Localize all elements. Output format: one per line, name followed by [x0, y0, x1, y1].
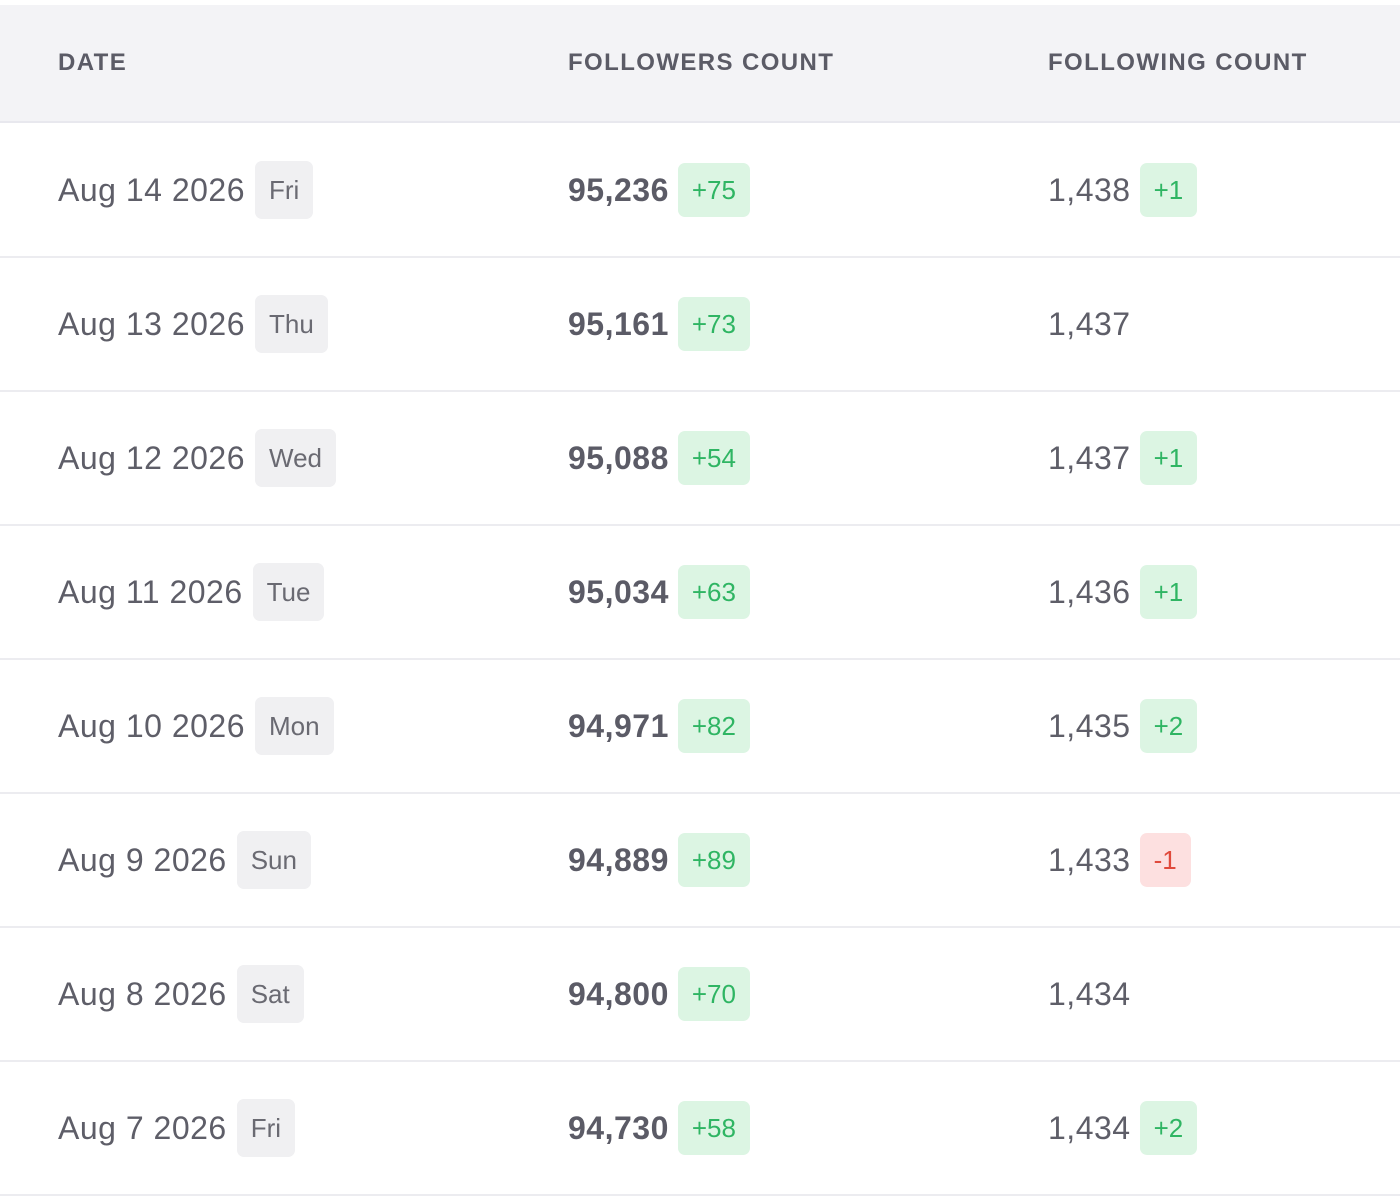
following-count: 1,437 — [1048, 305, 1131, 342]
table-row: Aug 14 2026 Fri 95,236 +75 1,438 +1 — [0, 124, 1400, 258]
date-cell: Aug 11 2026 Tue — [58, 526, 325, 658]
date-cell: Aug 13 2026 Thu — [58, 258, 328, 390]
followers-cell: 95,088 +54 — [568, 392, 750, 524]
following-delta-badge: -1 — [1139, 833, 1191, 887]
followers-count: 94,889 — [568, 841, 669, 878]
date-cell: Aug 14 2026 Fri — [58, 124, 314, 256]
following-count: 1,434 — [1048, 975, 1131, 1012]
followers-delta-badge: +54 — [677, 431, 750, 485]
date-cell: Aug 8 2026 Sat — [58, 928, 304, 1060]
following-cell: 1,434 +2 — [1048, 1062, 1198, 1194]
followers-cell: 95,034 +63 — [568, 526, 750, 658]
followers-delta-badge: +82 — [677, 699, 750, 753]
weekday-badge: Fri — [236, 1099, 296, 1157]
column-header-date[interactable]: DATE — [58, 49, 128, 76]
followers-delta-badge: +63 — [677, 565, 750, 619]
following-delta-badge: +2 — [1139, 1101, 1198, 1155]
followers-count: 95,088 — [568, 439, 669, 476]
table-row: Aug 10 2026 Mon 94,971 +82 1,435 +2 — [0, 660, 1400, 794]
following-count: 1,436 — [1048, 573, 1131, 610]
date-text: Aug 7 2026 — [58, 1109, 227, 1146]
table-row: Aug 13 2026 Thu 95,161 +73 1,437 — [0, 258, 1400, 392]
table-row: Aug 8 2026 Sat 94,800 +70 1,434 — [0, 928, 1400, 1062]
date-cell: Aug 10 2026 Mon — [58, 660, 334, 792]
column-header-following-count[interactable]: FOLLOWING COUNT — [1048, 49, 1308, 76]
followers-cell: 94,800 +70 — [568, 928, 750, 1060]
following-count: 1,435 — [1048, 707, 1131, 744]
followers-delta-badge: +73 — [677, 297, 750, 351]
followers-cell: 94,730 +58 — [568, 1062, 750, 1194]
followers-count: 94,800 — [568, 975, 669, 1012]
weekday-badge: Fri — [255, 161, 314, 219]
following-cell: 1,435 +2 — [1048, 660, 1198, 792]
following-delta-badge: +1 — [1139, 163, 1198, 217]
following-count: 1,434 — [1048, 1109, 1131, 1146]
date-text: Aug 14 2026 — [58, 171, 245, 208]
table-row: Aug 11 2026 Tue 95,034 +63 1,436 +1 — [0, 526, 1400, 660]
weekday-badge: Sun — [236, 831, 311, 889]
following-count: 1,433 — [1048, 841, 1131, 878]
followers-count: 94,971 — [568, 707, 669, 744]
date-text: Aug 9 2026 — [58, 841, 227, 878]
following-count: 1,438 — [1048, 171, 1131, 208]
table-row: Aug 7 2026 Fri 94,730 +58 1,434 +2 — [0, 1062, 1400, 1196]
following-delta-badge: +1 — [1139, 431, 1198, 485]
followers-delta-badge: +89 — [677, 833, 750, 887]
followers-delta-badge: +70 — [677, 967, 750, 1021]
table-row: Aug 9 2026 Sun 94,889 +89 1,433 -1 — [0, 794, 1400, 928]
weekday-badge: Mon — [255, 697, 334, 755]
following-cell: 1,437 +1 — [1048, 392, 1198, 524]
followers-cell: 94,971 +82 — [568, 660, 750, 792]
following-count: 1,437 — [1048, 439, 1131, 476]
table-header: DATE FOLLOWERS COUNT FOLLOWING COUNT — [0, 5, 1400, 123]
following-cell: 1,433 -1 — [1048, 794, 1191, 926]
followers-delta-badge: +75 — [677, 163, 750, 217]
date-text: Aug 8 2026 — [58, 975, 227, 1012]
followers-count: 94,730 — [568, 1109, 669, 1146]
date-text: Aug 10 2026 — [58, 707, 245, 744]
following-delta-badge: +1 — [1139, 565, 1198, 619]
following-cell: 1,437 — [1048, 258, 1131, 390]
following-cell: 1,436 +1 — [1048, 526, 1198, 658]
followers-count: 95,034 — [568, 573, 669, 610]
following-cell: 1,434 — [1048, 928, 1131, 1060]
followers-cell: 95,236 +75 — [568, 124, 750, 256]
followers-cell: 95,161 +73 — [568, 258, 750, 390]
date-text: Aug 13 2026 — [58, 305, 245, 342]
followers-cell: 94,889 +89 — [568, 794, 750, 926]
date-cell: Aug 9 2026 Sun — [58, 794, 311, 926]
date-cell: Aug 7 2026 Fri — [58, 1062, 296, 1194]
weekday-badge: Tue — [252, 563, 325, 621]
following-delta-badge: +2 — [1139, 699, 1198, 753]
following-cell: 1,438 +1 — [1048, 124, 1198, 256]
weekday-badge: Thu — [255, 295, 328, 353]
column-header-followers-count[interactable]: FOLLOWERS COUNT — [568, 49, 835, 76]
followers-count: 95,236 — [568, 171, 669, 208]
followers-delta-badge: +58 — [677, 1101, 750, 1155]
date-cell: Aug 12 2026 Wed — [58, 392, 336, 524]
weekday-badge: Sat — [236, 965, 304, 1023]
weekday-badge: Wed — [255, 429, 336, 487]
date-text: Aug 12 2026 — [58, 439, 245, 476]
followers-count: 95,161 — [568, 305, 669, 342]
date-text: Aug 11 2026 — [58, 573, 243, 610]
table-row: Aug 12 2026 Wed 95,088 +54 1,437 +1 — [0, 392, 1400, 526]
